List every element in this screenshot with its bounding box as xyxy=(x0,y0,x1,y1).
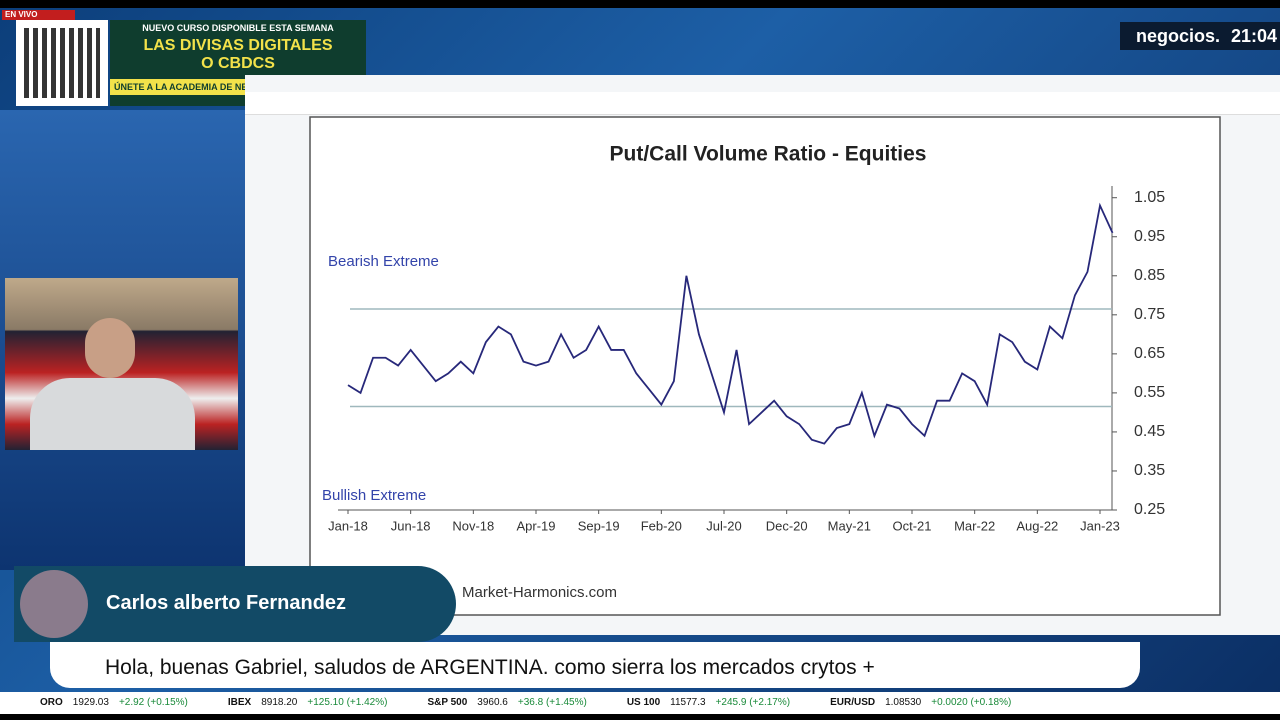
x-tick-label: Dec-20 xyxy=(766,518,808,533)
ticker-item: 1929.03 xyxy=(72,697,109,708)
y-tick-label: 0.55 xyxy=(1134,384,1165,401)
ticker-item: 11577.3 xyxy=(670,697,706,708)
avatar xyxy=(20,570,88,638)
banner-box: NUEVO CURSO DISPONIBLE ESTA SEMANA LAS D… xyxy=(110,20,366,106)
chart-frame xyxy=(309,116,1221,616)
banner-kicker: NUEVO CURSO DISPONIBLE ESTA SEMANA xyxy=(142,23,334,33)
chart-title: Put/Call Volume Ratio - Equities xyxy=(610,143,927,166)
chat-name: Carlos alberto Fernandez xyxy=(106,592,347,614)
y-tick-label: 0.65 xyxy=(1134,345,1165,362)
y-tick-label: 0.95 xyxy=(1134,228,1165,245)
y-tick-label: 0.35 xyxy=(1134,462,1165,479)
ticker-item: +0.0020 (+0.18%) xyxy=(931,697,1012,708)
y-tick-label: 0.25 xyxy=(1134,501,1165,518)
live-badge: EN VIVO xyxy=(2,10,75,20)
annotation: Bearish Extreme xyxy=(328,253,439,270)
ticker-item: +125.10 (+1.42%) xyxy=(307,697,388,708)
brand: negocios. xyxy=(1136,26,1221,46)
x-tick-label: Apr-19 xyxy=(516,518,555,533)
x-tick-label: Mar-22 xyxy=(954,518,995,533)
ticker-item: 3960.6 xyxy=(477,697,508,708)
x-tick-label: Jan-23 xyxy=(1080,518,1120,533)
bottom-edge xyxy=(0,714,1280,720)
chat-name-box: Carlos alberto Fernandez xyxy=(14,566,456,642)
person-body xyxy=(30,378,195,450)
ticker-item: +245.9 (+2.17%) xyxy=(715,697,791,708)
chat-message-box: Hola, buenas Gabriel, saludos de ARGENTI… xyxy=(50,642,1140,688)
x-tick-label: Jul-20 xyxy=(706,518,741,533)
clock: negocios. 21:04 xyxy=(1120,22,1280,50)
annotation: Bullish Extreme xyxy=(322,487,426,504)
chart-source: Market-Harmonics.com xyxy=(462,584,617,601)
x-tick-label: May-21 xyxy=(828,518,871,533)
data-line xyxy=(347,202,1114,445)
top-edge xyxy=(0,0,1280,8)
ticker-item: IBEX xyxy=(227,697,252,708)
ticker-item: EUR/USD xyxy=(830,697,876,708)
chat-message: Hola, buenas Gabriel, saludos de ARGENTI… xyxy=(105,656,875,679)
x-tick-label: Feb-20 xyxy=(641,518,682,533)
webcam xyxy=(5,278,238,450)
x-tick-label: Sep-19 xyxy=(578,518,620,533)
qr-code xyxy=(16,20,108,106)
x-tick-label: Jun-18 xyxy=(391,518,431,533)
ticker-item: +36.8 (+1.45%) xyxy=(517,697,587,708)
x-tick-label: Oct-21 xyxy=(892,518,931,533)
y-tick-label: 1.05 xyxy=(1134,189,1165,206)
y-tick-label: 0.45 xyxy=(1134,423,1165,440)
viewer-toolbar xyxy=(245,92,1280,115)
banner-line1: LAS DIVISAS DIGITALES xyxy=(143,37,333,54)
ticker-item: ORO xyxy=(40,697,63,708)
x-tick-label: Aug-22 xyxy=(1016,518,1058,533)
ticker-item: 8918.20 xyxy=(261,697,298,708)
ticker: ORO 1929.03 +2.92 (+0.15%) IBEX 8918.20 +125.… xyxy=(0,692,1280,714)
ticker-item: US 100 xyxy=(626,697,661,708)
person-head xyxy=(85,318,135,378)
y-tick-label: 0.75 xyxy=(1134,306,1165,323)
qr-pattern xyxy=(24,28,100,98)
x-tick-label: Nov-18 xyxy=(452,518,494,533)
time: 21:04 xyxy=(1231,26,1278,46)
ticker-item: S&P 500 xyxy=(427,697,468,708)
banner-line2: O CBDCS xyxy=(201,55,275,72)
ticker-item: +2.92 (+0.15%) xyxy=(118,697,188,708)
y-tick-label: 0.85 xyxy=(1134,267,1165,284)
x-tick-label: Jan-18 xyxy=(328,518,368,533)
ticker-item: 1.08530 xyxy=(885,697,922,708)
